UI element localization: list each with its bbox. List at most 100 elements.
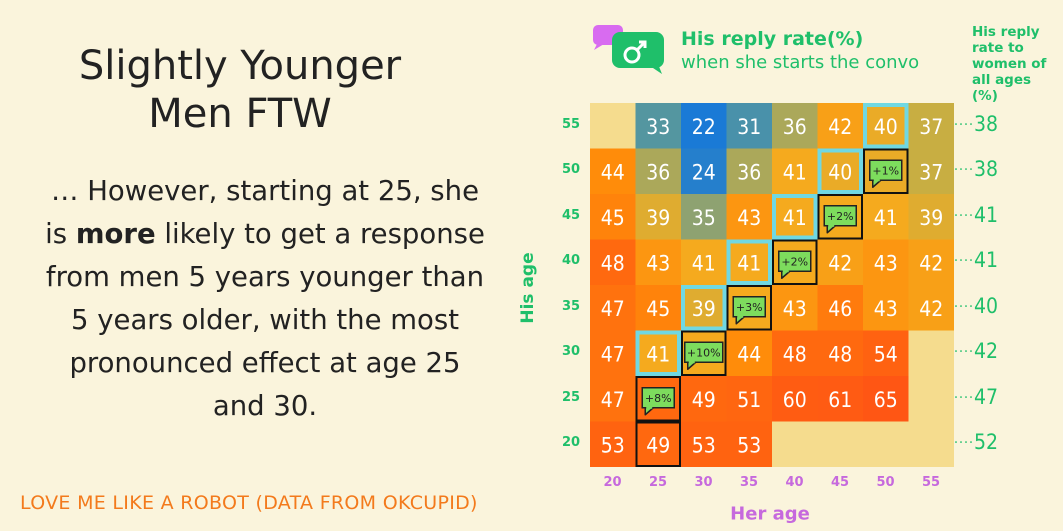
heatmap-cell-label: 39 <box>919 206 943 230</box>
heatmap-cell <box>681 376 727 422</box>
heatmap-cell <box>908 239 954 285</box>
credit-text: LOVE ME LIKE A ROBOT (DATA FROM OKCUPID) <box>20 492 478 514</box>
heatmap-cell-label: 61 <box>828 388 852 412</box>
heatmap-cell-label: 22 <box>692 115 716 139</box>
x-tick-label: 40 <box>785 475 804 490</box>
younger-highlight-outline <box>635 376 681 422</box>
heatmap-cell <box>726 103 772 149</box>
heatmap-cell <box>726 421 772 467</box>
heatmap-cell-label: 39 <box>646 206 670 230</box>
heatmap-cell <box>635 285 681 331</box>
heatmap-cell-label: 37 <box>919 160 943 184</box>
side-value-leader: ···· <box>954 162 974 179</box>
page-title: Slightly Younger Men FTW <box>40 42 440 138</box>
heatmap-cell-label: 49 <box>646 433 670 457</box>
heatmap-cell-label: 43 <box>737 206 761 230</box>
heatmap-cell-label: 43 <box>646 251 670 275</box>
side-value-leader: ···· <box>954 435 974 452</box>
annotation-bubble <box>869 159 903 181</box>
y-axis-label: His age <box>518 252 538 324</box>
x-tick-label: 50 <box>876 475 895 490</box>
x-tick-label: 55 <box>921 475 941 490</box>
heatmap-cell-label: 53 <box>737 433 761 457</box>
annotation-label: +1% <box>872 164 899 177</box>
side-value-number: 41 <box>974 248 999 273</box>
heatmap-cell <box>681 421 727 467</box>
chart-subtitle: when she starts the convo <box>681 52 920 73</box>
chat-icon <box>593 25 664 74</box>
heatmap-cell-label: 48 <box>783 342 807 366</box>
heatmap-cell <box>817 285 863 331</box>
heatmap-cell <box>908 194 954 240</box>
heatmap-empty-cell <box>908 376 954 422</box>
heatmap-cell-label: 36 <box>783 115 807 139</box>
heatmap-cell-label: 37 <box>919 115 943 139</box>
heatmap-cell <box>908 148 954 194</box>
heatmap-cell-label: 41 <box>646 342 670 366</box>
heatmap-cell <box>726 330 772 376</box>
side-value: ····42 <box>954 339 998 363</box>
heatmap-empty-cell <box>908 330 954 376</box>
heatmap-cell <box>772 103 818 149</box>
older-highlight-outline <box>863 103 909 149</box>
y-tick-label: 25 <box>561 389 581 405</box>
side-value-leader: ···· <box>954 207 974 224</box>
body-part-2: likely to get a response from men 5 year… <box>45 218 485 422</box>
heatmap-empty-cell <box>590 103 636 149</box>
heatmap-cell <box>681 103 727 149</box>
side-value-leader: ···· <box>954 389 974 406</box>
annotation-bubble <box>684 341 724 363</box>
side-value: ····47 <box>954 385 998 409</box>
heatmap-cell <box>590 285 636 331</box>
heatmap-empty-cell <box>908 421 954 467</box>
side-value: ····41 <box>954 203 998 227</box>
heatmap-cell <box>817 239 863 285</box>
younger-highlight-outline <box>635 421 681 467</box>
older-highlight-outline <box>635 330 681 376</box>
body-bold: more <box>75 218 156 250</box>
heatmap-cell-label: 54 <box>874 342 898 366</box>
x-tick-label: 30 <box>694 475 713 490</box>
annotation-label: +2% <box>827 210 854 223</box>
heatmap-cell-label: 41 <box>783 160 807 184</box>
heatmap-cell <box>681 148 727 194</box>
side-value: ····52 <box>954 430 998 454</box>
heatmap-cell <box>681 194 727 240</box>
heatmap-cell <box>772 376 818 422</box>
heatmap-cell-label: 31 <box>737 115 761 139</box>
heatmap-cell <box>635 194 681 240</box>
heatmap-cell <box>635 103 681 149</box>
heatmap-cell <box>726 239 772 285</box>
annotation-tail-cover <box>873 178 880 182</box>
heatmap-cell-label: 51 <box>737 388 761 412</box>
heatmap-cell-label: 49 <box>692 388 716 412</box>
heatmap-cell <box>908 285 954 331</box>
heatmap-cell <box>590 421 636 467</box>
side-title-line: women of <box>972 56 1047 72</box>
younger-highlight-outline <box>863 148 909 194</box>
heatmap-cell <box>681 285 727 331</box>
heatmap-cell-label: 47 <box>601 342 625 366</box>
heatmap-cell-label: 46 <box>828 297 852 321</box>
heatmap-cell-label: 65 <box>874 388 898 412</box>
y-tick-label: 40 <box>561 253 581 269</box>
side-value: ····40 <box>954 294 998 318</box>
heatmap-cell <box>590 376 636 422</box>
heatmap-cell-label: 40 <box>828 160 852 184</box>
younger-highlight-outline <box>772 239 818 285</box>
younger-highlight-outline <box>681 330 727 376</box>
heatmap-cell-label: 36 <box>737 160 761 184</box>
heatmap-empty-cell <box>772 421 818 467</box>
older-highlight-outline <box>681 285 727 331</box>
heatmap-cell-label: 36 <box>646 160 670 184</box>
side-title-line: all ages (%) <box>972 72 1032 104</box>
heatmap-cell <box>726 376 772 422</box>
side-value-number: 42 <box>974 339 999 364</box>
heatmap-cell-label: 48 <box>601 251 625 275</box>
y-tick-label: 55 <box>561 116 581 132</box>
y-tick-label: 30 <box>561 344 581 360</box>
heatmap-outlines <box>635 103 909 467</box>
heatmap-cell-label: 42 <box>828 251 852 275</box>
heatmap-cell <box>863 376 909 422</box>
side-value-leader: ···· <box>954 116 974 133</box>
